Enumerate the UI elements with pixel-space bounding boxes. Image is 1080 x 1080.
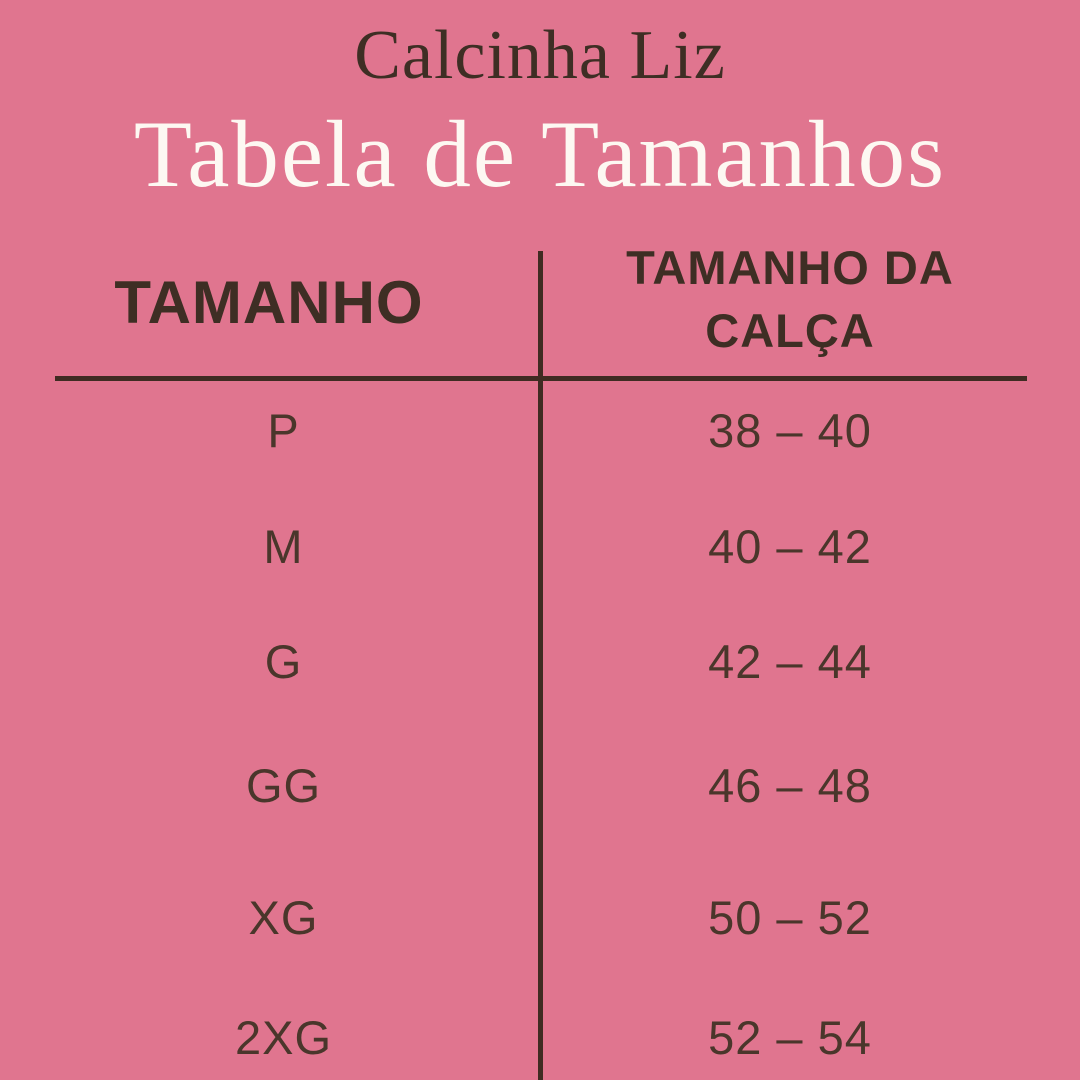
table-row: GG 46 – 48: [0, 755, 1080, 815]
table-row: M 40 – 42: [0, 516, 1080, 576]
size-cell: GG: [245, 758, 322, 812]
column-header-tamanho: TAMANHO: [114, 268, 424, 336]
range-cell: 40 – 42: [708, 519, 872, 573]
size-cell: G: [264, 634, 303, 688]
range-cell: 38 – 40: [708, 403, 872, 457]
page-title: Tabela de Tamanhos: [133, 101, 947, 207]
range-cell: 42 – 44: [708, 634, 872, 688]
header-divider-line: [55, 376, 1027, 381]
size-cell: XG: [248, 890, 319, 944]
size-cell: 2XG: [234, 1010, 333, 1064]
table-row: 2XG 52 – 54: [0, 1007, 1080, 1067]
size-cell: P: [267, 403, 300, 457]
column-header-tamanho-da-calca: TAMANHO DA CALÇA: [626, 241, 954, 357]
size-cell: M: [263, 519, 304, 573]
table-row: G 42 – 44: [0, 631, 1080, 691]
range-cell: 50 – 52: [708, 890, 872, 944]
column-divider-line: [538, 251, 543, 1080]
table-row: P 38 – 40: [0, 400, 1080, 460]
range-cell: 46 – 48: [708, 758, 872, 812]
brand-title: Calcinha Liz: [354, 17, 726, 94]
range-cell: 52 – 54: [708, 1010, 872, 1064]
table-row: XG 50 – 52: [0, 887, 1080, 947]
